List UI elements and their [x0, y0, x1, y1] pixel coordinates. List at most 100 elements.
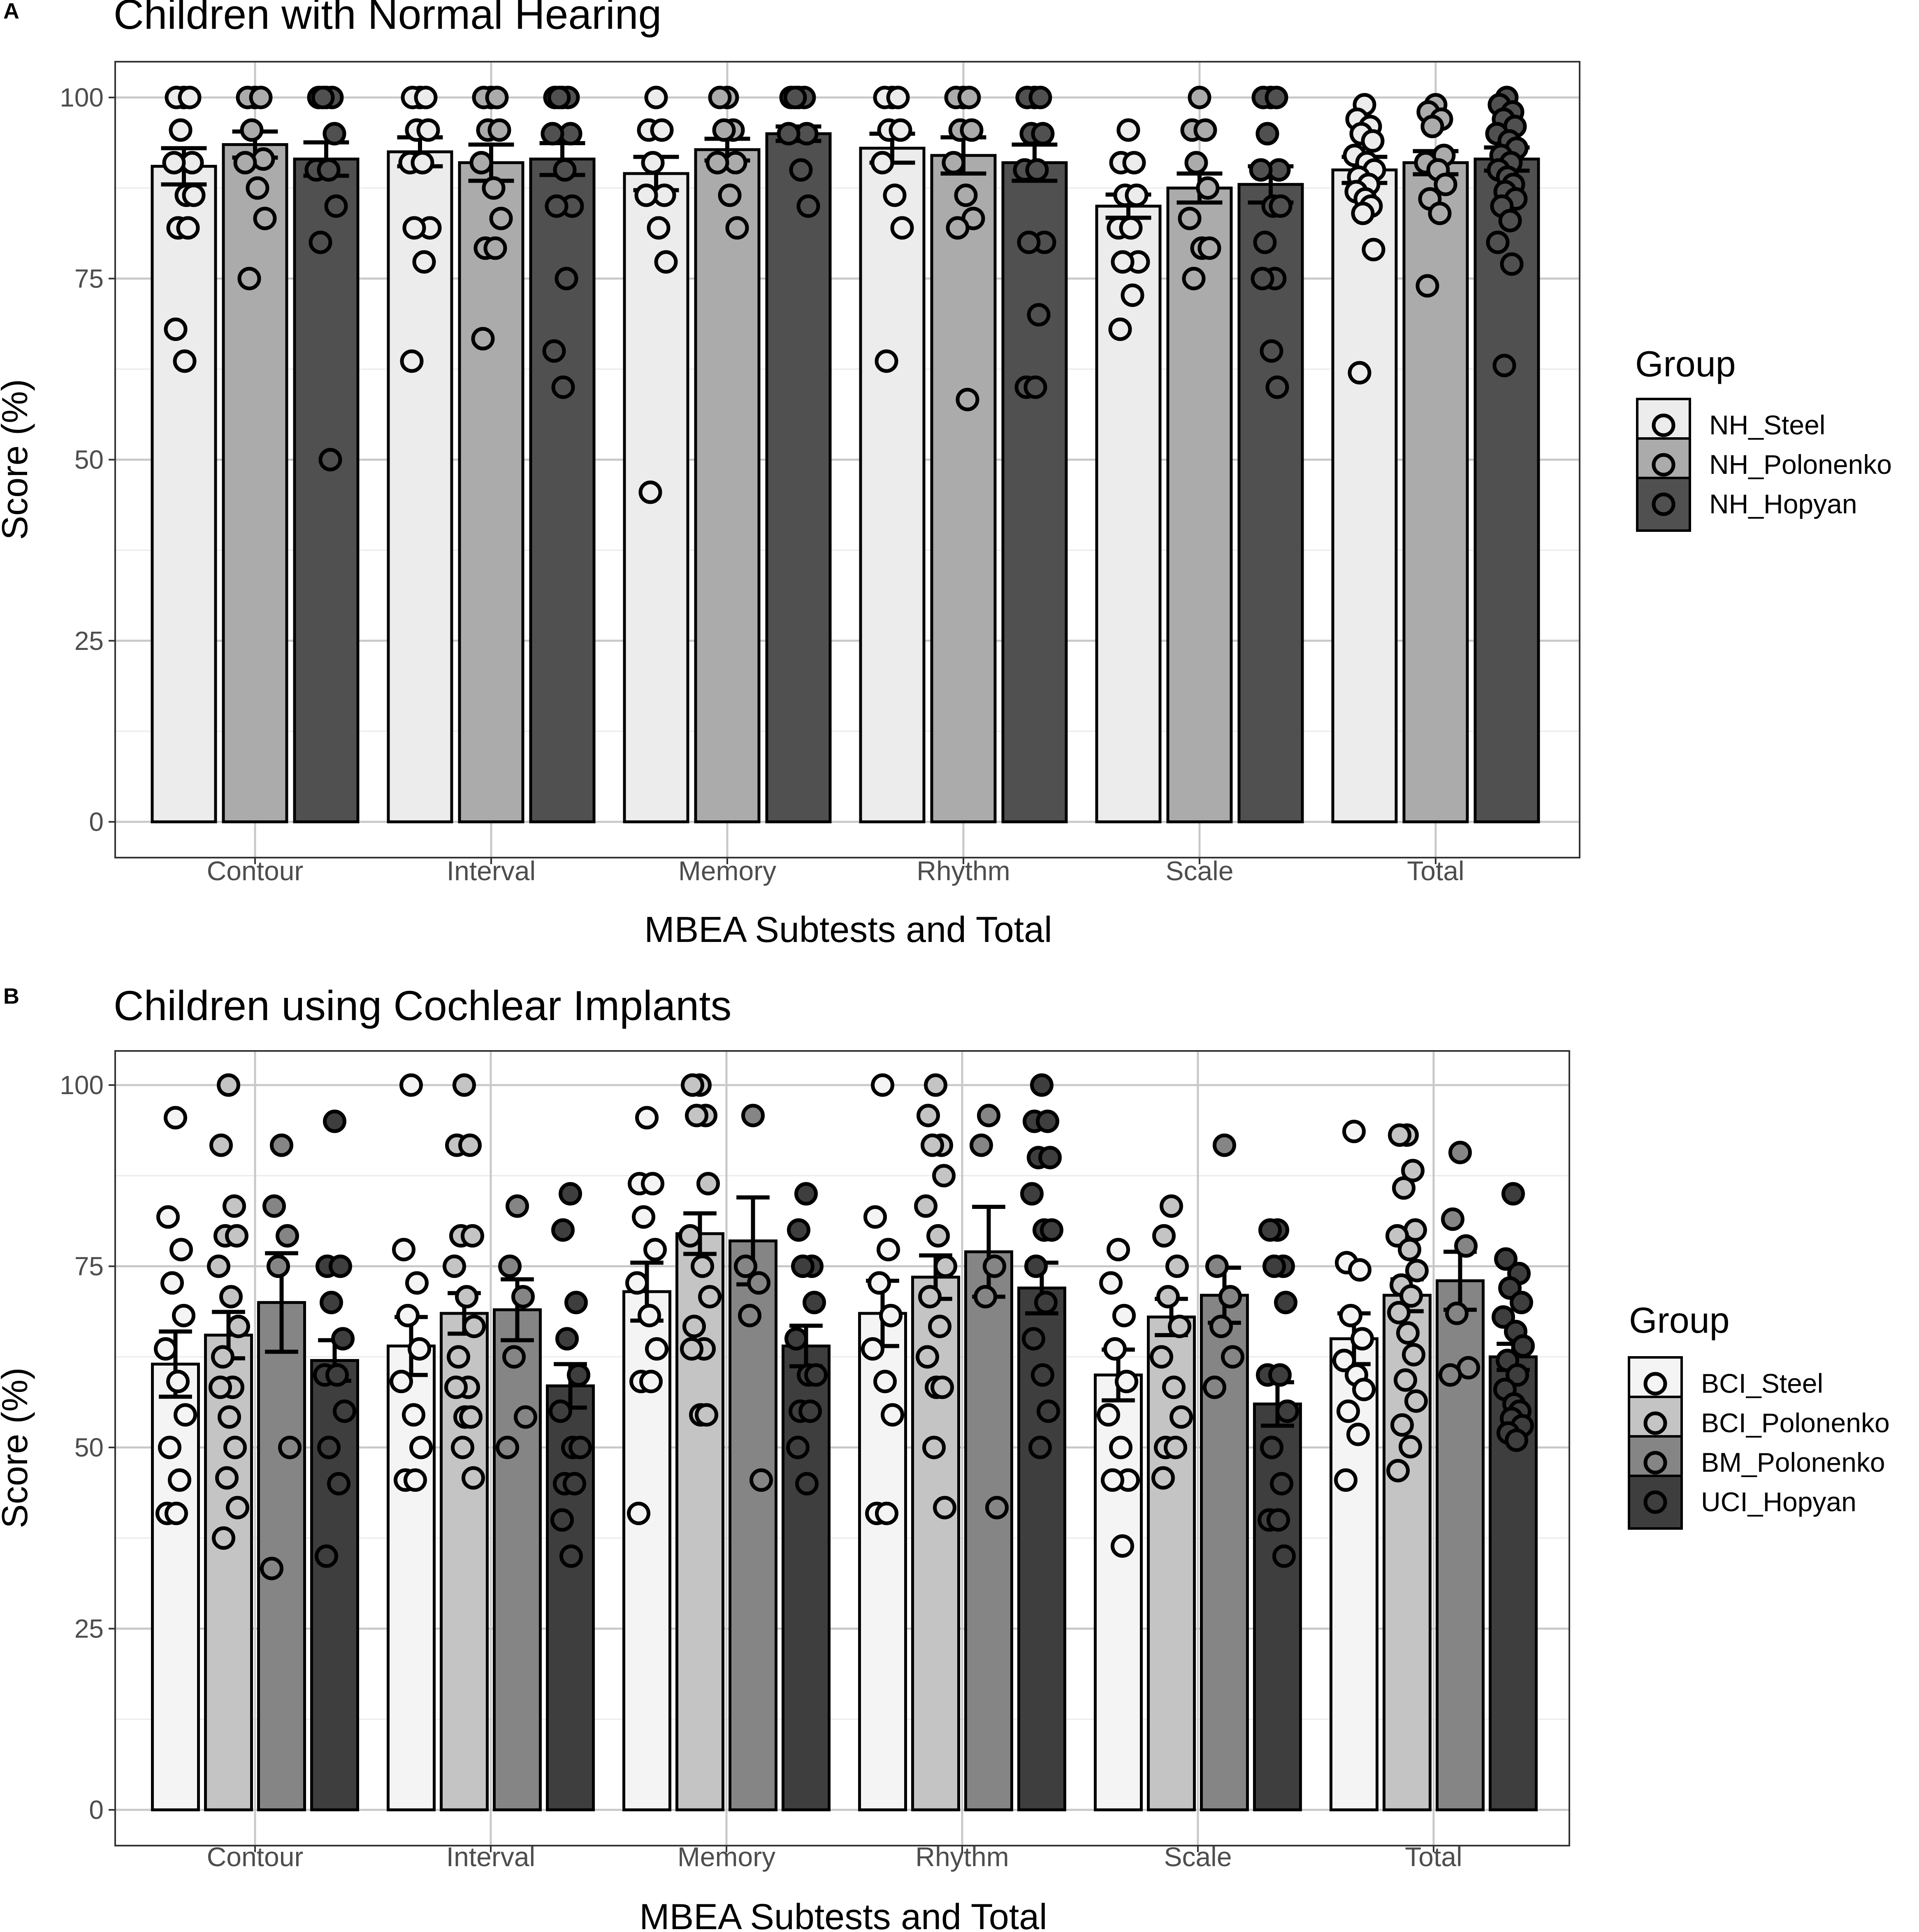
bar — [1095, 204, 1162, 823]
data-point — [164, 1106, 187, 1130]
data-point — [1213, 1133, 1236, 1157]
data-point — [650, 118, 674, 142]
data-point — [169, 118, 193, 142]
data-point — [569, 1436, 592, 1459]
data-point — [1392, 1176, 1415, 1200]
data-point — [1182, 267, 1206, 290]
data-point — [681, 1073, 704, 1097]
x-tick-label: Contour — [207, 1842, 304, 1872]
data-point — [462, 1315, 486, 1338]
data-point — [164, 318, 188, 341]
data-point — [207, 1255, 230, 1278]
data-point — [402, 1403, 425, 1427]
data-point — [1428, 202, 1452, 225]
data-point — [638, 480, 662, 504]
data-point — [1036, 1109, 1059, 1133]
data-point — [1196, 176, 1220, 200]
data-point — [496, 1436, 519, 1459]
data-point — [1022, 1327, 1045, 1351]
data-point — [402, 216, 426, 240]
data-point — [970, 1133, 993, 1157]
data-point — [182, 183, 206, 207]
data-point — [627, 1501, 650, 1525]
data-point — [933, 1496, 956, 1519]
data-point — [547, 86, 571, 109]
bar — [151, 1362, 200, 1811]
data-point — [1253, 230, 1277, 254]
data-point — [551, 375, 575, 399]
data-point — [747, 1271, 770, 1295]
data-point — [462, 1466, 485, 1490]
data-point — [777, 122, 801, 146]
data-point — [237, 267, 261, 290]
x-tick-label: Interval — [446, 1842, 535, 1872]
data-point — [311, 86, 335, 109]
data-point — [954, 183, 978, 207]
data-point — [1108, 318, 1132, 341]
data-point — [1034, 1291, 1058, 1315]
data-point — [390, 1370, 413, 1394]
data-point — [399, 1073, 423, 1097]
data-point — [691, 1255, 714, 1278]
data-point — [327, 1472, 350, 1496]
data-point — [916, 1345, 939, 1369]
bar — [782, 1344, 831, 1811]
bar — [1331, 168, 1398, 823]
data-point — [1401, 1159, 1425, 1183]
legend-key-point — [1643, 1490, 1667, 1514]
data-point — [1040, 1218, 1063, 1242]
panel-a-y-axis-title: Score (%) — [0, 379, 35, 540]
data-point — [1258, 1218, 1282, 1242]
data-point — [162, 151, 186, 174]
legend-key-point — [1652, 453, 1675, 477]
y-tick-label: 25 — [74, 1614, 104, 1644]
data-point — [1249, 158, 1273, 182]
data-point — [443, 1255, 466, 1278]
data-point — [564, 1291, 588, 1315]
data-point — [977, 1104, 1000, 1127]
data-point — [502, 1345, 526, 1369]
y-tick-label: 50 — [74, 445, 104, 475]
data-point — [262, 1194, 286, 1218]
data-point — [921, 1133, 944, 1157]
data-point — [1162, 1375, 1186, 1399]
data-point — [890, 216, 914, 240]
data-point — [930, 1375, 954, 1399]
data-point — [638, 1303, 661, 1327]
legend-key-point — [1643, 1451, 1667, 1475]
data-point — [542, 339, 566, 363]
data-point — [156, 1205, 180, 1229]
data-point — [1265, 375, 1289, 399]
data-point — [1334, 1468, 1357, 1492]
panel-a-legend-title: Group — [1635, 343, 1736, 384]
data-point — [871, 1073, 894, 1097]
data-point — [323, 122, 346, 146]
data-point — [741, 1104, 765, 1127]
data-point — [1350, 1327, 1374, 1351]
data-point — [1119, 216, 1143, 240]
bar — [257, 1301, 306, 1811]
data-point — [1492, 354, 1516, 378]
data-point — [559, 1182, 582, 1206]
bar — [859, 146, 926, 823]
data-point — [447, 1345, 470, 1369]
data-point — [469, 151, 493, 174]
data-point — [1097, 1403, 1120, 1427]
data-point — [877, 1238, 900, 1262]
data-point — [1445, 1301, 1469, 1325]
data-point — [458, 1133, 482, 1157]
data-point — [1268, 1363, 1292, 1387]
data-point — [223, 1436, 247, 1459]
data-point — [946, 216, 970, 240]
x-tick-label: Contour — [207, 856, 304, 886]
data-point — [514, 1405, 537, 1429]
bar — [151, 165, 217, 823]
data-point — [1386, 1459, 1410, 1482]
data-point — [1394, 1368, 1417, 1392]
data-point — [1116, 118, 1140, 142]
data-point — [555, 267, 578, 290]
data-point — [173, 349, 197, 373]
data-point — [625, 1271, 649, 1295]
data-point — [317, 158, 341, 182]
bar — [310, 1359, 359, 1811]
